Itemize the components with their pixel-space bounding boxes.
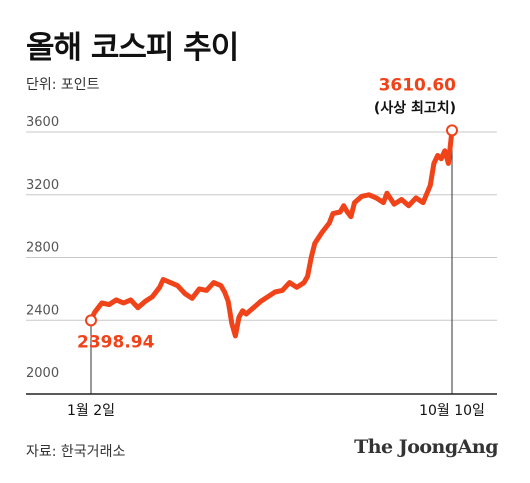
data-labels: 2398.94 3610.60 (사상 최고치) bbox=[77, 75, 456, 352]
chart-title: 올해 코스피 추이 bbox=[26, 30, 239, 66]
publisher-logo: The JoongAng bbox=[354, 436, 498, 458]
peak-value-label: 3610.60 bbox=[379, 75, 457, 95]
y-tick-label: 2000 bbox=[26, 366, 59, 381]
x-tick-label: 10월 10일 bbox=[419, 403, 485, 419]
y-tick-label: 3200 bbox=[26, 178, 59, 193]
start-value-label: 2398.94 bbox=[77, 332, 155, 352]
peak-note-label: (사상 최고치) bbox=[374, 100, 456, 116]
y-tick-label: 2800 bbox=[26, 241, 59, 256]
y-tick-label: 3600 bbox=[26, 115, 59, 130]
x-axis-ticks: 1월 2일 10월 10일 bbox=[67, 403, 485, 419]
grid-lines bbox=[26, 131, 497, 321]
y-tick-label: 2400 bbox=[26, 303, 59, 318]
x-tick-label: 1월 2일 bbox=[67, 403, 115, 419]
endpoint-markers bbox=[85, 124, 458, 327]
drop-lines bbox=[90, 130, 453, 394]
source-label: 자료: 한국거래소 bbox=[26, 444, 126, 460]
unit-label: 단위: 포인트 bbox=[26, 77, 100, 93]
y-axis-ticks: 2000 2400 2800 3200 3600 bbox=[26, 115, 59, 381]
kospi-series-line bbox=[88, 127, 455, 339]
endpoint-marker bbox=[446, 124, 458, 137]
endpoint-marker bbox=[85, 314, 97, 327]
